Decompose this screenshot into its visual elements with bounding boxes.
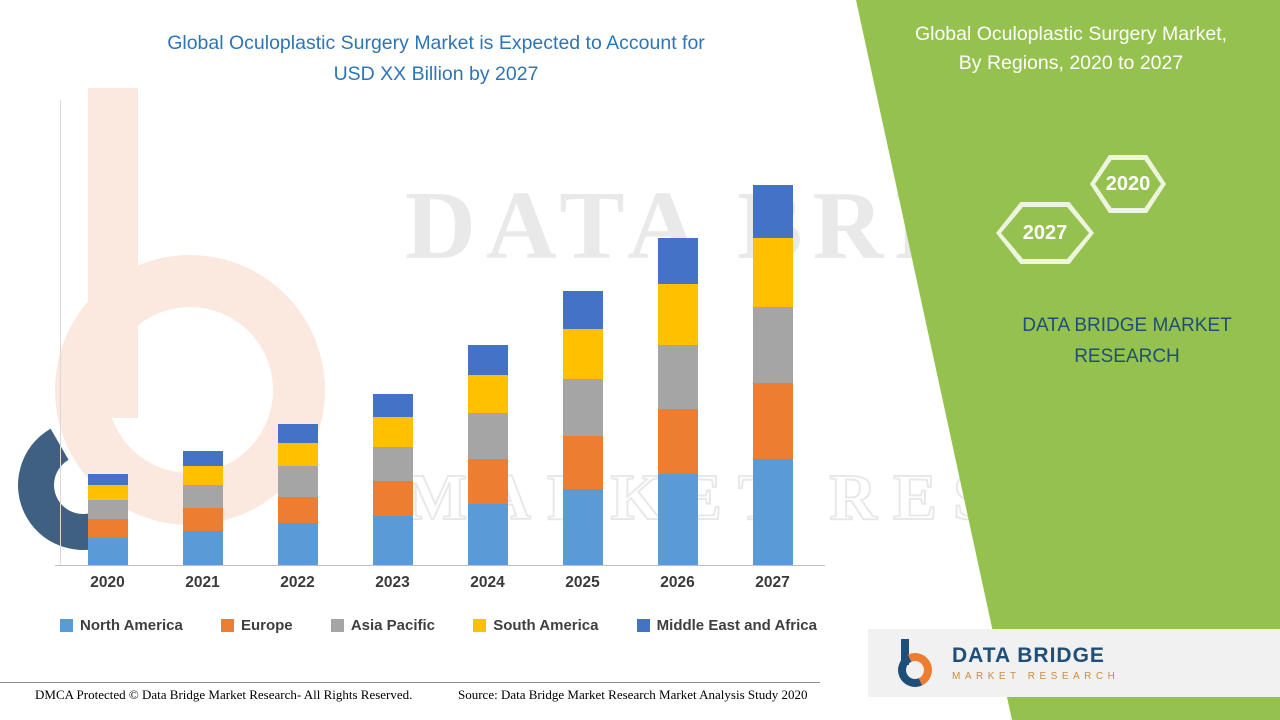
- bar-2025: [562, 180, 603, 565]
- logo-ascender: [901, 639, 909, 665]
- x-axis-label: 2023: [375, 574, 410, 591]
- x-axis-line: [55, 565, 825, 566]
- x-axis-label: 2022: [280, 574, 315, 591]
- dmca-notice: DMCA Protected © Data Bridge Market Rese…: [35, 687, 413, 702]
- legend-item: Asia Pacific: [330, 617, 436, 634]
- legend-swatch: [473, 619, 487, 632]
- chart-title: Global Oculoplastic Surgery Market is Ex…: [60, 28, 812, 90]
- logo-subtitle: MARKET RESEARCH: [952, 671, 1120, 682]
- right-panel-title-line2: By Regions, 2020 to 2027: [958, 52, 1184, 75]
- logo-box: DATA BRIDGE MARKET RESEARCH: [868, 629, 1280, 697]
- bar-segment-2025: [562, 329, 603, 379]
- bar-segment-2024: [467, 458, 508, 505]
- bar-segment-2021: [182, 485, 223, 509]
- bar-segment-2027: [752, 306, 793, 383]
- bar-segment-2021: [182, 466, 223, 486]
- bar-segment-2022: [277, 424, 318, 444]
- bar-segment-2024: [467, 344, 508, 376]
- legend-label: South America: [493, 617, 599, 634]
- legend-swatch: [636, 619, 650, 632]
- bar-segment-2023: [372, 394, 413, 417]
- bar-2022: [277, 180, 318, 565]
- bar-segment-2022: [277, 496, 318, 524]
- logo-ring: [893, 648, 937, 692]
- bar-segment-2020: [87, 500, 128, 520]
- bar-segment-2023: [372, 481, 413, 516]
- bar-2027: [752, 180, 793, 565]
- bar-segment-2026: [657, 409, 698, 474]
- bar-segment-2025: [562, 378, 603, 436]
- x-axis-label: 2025: [565, 574, 600, 591]
- hexagon-2020-label: 2020: [1095, 160, 1161, 208]
- bar-segment-2024: [467, 413, 508, 459]
- hexagon-2027-label: 2027: [1001, 207, 1089, 259]
- x-axis-label: 2021: [185, 574, 220, 591]
- bar-segment-2026: [657, 238, 698, 284]
- bar-segment-2027: [752, 185, 793, 239]
- legend-label: Middle East and Africa: [656, 617, 817, 634]
- source-note: Source: Data Bridge Market Research Mark…: [458, 687, 808, 702]
- logo-text: DATA BRIDGE MARKET RESEARCH: [952, 644, 1119, 682]
- bar-segment-2026: [657, 344, 698, 410]
- legend-label: Europe: [240, 617, 293, 634]
- chart-legend: North America Europe Asia Pacific South Ame…: [60, 617, 817, 634]
- bar-segment-2020: [87, 519, 128, 539]
- bar-segment-2020: [87, 538, 128, 565]
- bar-segment-2020: [87, 485, 128, 501]
- legend-swatch: [60, 619, 73, 632]
- bar-segment-2025: [562, 489, 603, 565]
- bar-2024: [467, 180, 508, 565]
- right-panel-title-line1: Global Oculoplastic Surgery Market,: [914, 23, 1228, 45]
- right-panel-title: Global Oculoplastic Surgery Market, By R…: [872, 20, 1270, 79]
- bar-segment-2023: [372, 447, 413, 482]
- legend-item: Middle East and Africa: [636, 617, 817, 634]
- bar-segment-2027: [752, 238, 793, 307]
- bar-segment-2025: [562, 435, 603, 489]
- x-axis-label: 2020: [90, 574, 125, 591]
- bar-2021: [182, 180, 223, 565]
- bar-segment-2027: [752, 458, 793, 565]
- bar-segment-2024: [467, 375, 508, 414]
- x-axis-label: 2027: [755, 574, 790, 591]
- bar-2026: [657, 180, 698, 565]
- bar-segment-2021: [182, 451, 223, 467]
- x-axis-labels: 2020 2021 2022 2023 2024 2025 2026 2027: [60, 574, 820, 592]
- x-axis-label: 2024: [470, 574, 505, 591]
- bar-segment-2020: [87, 473, 128, 486]
- bar-segment-2023: [372, 515, 413, 565]
- legend-swatch: [330, 619, 344, 632]
- legend-label: Asia Pacific: [350, 617, 436, 634]
- brand-text: DATA BRIDGE MARKET RESEARCH: [1022, 315, 1232, 368]
- bar-segment-2022: [277, 523, 318, 565]
- footer-divider: [0, 682, 820, 683]
- bar-2023: [372, 180, 413, 565]
- stacked-bar-chart: [60, 180, 820, 565]
- legend-item: Europe: [220, 617, 293, 634]
- legend-label: North America: [80, 617, 183, 634]
- bar-segment-2024: [467, 504, 508, 565]
- legend-swatch: [220, 619, 234, 632]
- data-bridge-logo-icon: [892, 637, 938, 692]
- bar-segment-2025: [562, 291, 603, 330]
- bar-segment-2022: [277, 443, 318, 467]
- x-axis-label: 2026: [660, 574, 695, 591]
- bar-2020: [87, 180, 128, 565]
- legend-item: North America: [60, 617, 183, 634]
- bar-segment-2026: [657, 473, 698, 565]
- bar-segment-2026: [657, 283, 698, 345]
- bar-segment-2021: [182, 530, 223, 565]
- bar-segment-2027: [752, 382, 793, 459]
- bar-segment-2021: [182, 508, 223, 531]
- bar-segment-2023: [372, 416, 413, 448]
- legend-item: South America: [473, 617, 599, 634]
- chart-title-line1: Global Oculoplastic Surgery Market is Ex…: [167, 32, 705, 54]
- logo-name: DATA BRIDGE: [952, 644, 1105, 667]
- chart-title-line2: USD XX Billion by 2027: [333, 63, 539, 86]
- bar-segment-2022: [277, 466, 318, 497]
